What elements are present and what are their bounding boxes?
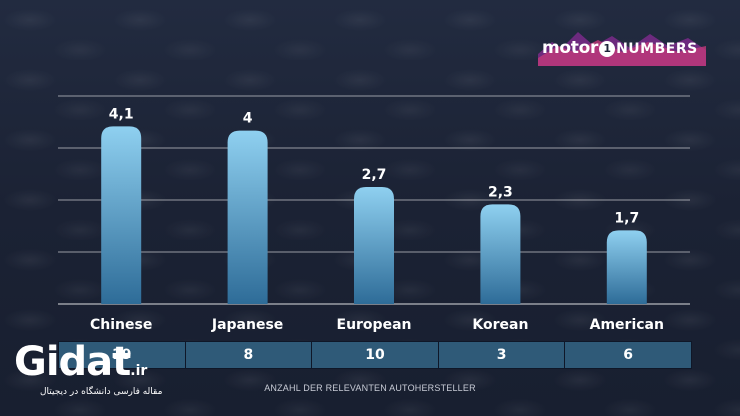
bars xyxy=(101,126,647,304)
watermark-brand: Gidat.ir xyxy=(14,340,147,393)
count-cell-chinese: 19 xyxy=(59,342,186,368)
value-label-japanese: 4 xyxy=(243,111,253,127)
category-labels: Chinese Japanese European Korean American xyxy=(90,317,664,333)
bar-japanese xyxy=(227,130,268,304)
count-cell-european: 10 xyxy=(312,342,439,368)
watermark-tagline: مقاله فارسی دانشگاه در دیجیتال xyxy=(40,387,163,397)
value-label-european: 2,7 xyxy=(362,167,387,183)
table-caption: ANZAHL DER RELEVANTEN AUTOHERSTELLER xyxy=(264,383,476,393)
watermark-brand-tld: .ir xyxy=(130,363,148,379)
category-label-american: American xyxy=(590,317,664,333)
logo-text: motor 1 NUMBERS xyxy=(542,38,698,58)
count-cell-korean: 3 xyxy=(438,342,566,368)
category-label-japanese: Japanese xyxy=(211,317,283,333)
watermark-logo: Gidat.ir مقاله فارسی دانشگاه در دیجیتال xyxy=(14,340,164,404)
logo-text-one: 1 xyxy=(599,41,616,57)
manufacturer-count-table: 19 8 10 3 6 xyxy=(58,341,692,369)
count-cell-american: 6 xyxy=(565,342,691,368)
bar-european xyxy=(354,187,394,304)
bar-korean xyxy=(480,204,521,304)
category-label-chinese: Chinese xyxy=(90,317,152,333)
value-label-american: 1,7 xyxy=(614,210,639,226)
category-label-european: European xyxy=(337,317,412,333)
logo-text-motor: motor xyxy=(542,38,599,58)
count-cell-japanese: 8 xyxy=(185,342,313,368)
value-labels: 4,1 4 2,7 2,3 1,7 xyxy=(109,106,639,226)
watermark-brand-name: Gidat xyxy=(14,339,131,385)
motor1-numbers-logo: motor 1 NUMBERS xyxy=(538,28,706,66)
logo-mountain-graphic xyxy=(538,32,706,66)
value-label-korean: 2,3 xyxy=(488,184,513,200)
logo-text-numbers: NUMBERS xyxy=(616,41,698,57)
value-label-chinese: 4,1 xyxy=(109,106,134,122)
bar-chinese xyxy=(101,126,142,304)
bar-american xyxy=(606,230,647,304)
category-label-korean: Korean xyxy=(472,317,528,333)
